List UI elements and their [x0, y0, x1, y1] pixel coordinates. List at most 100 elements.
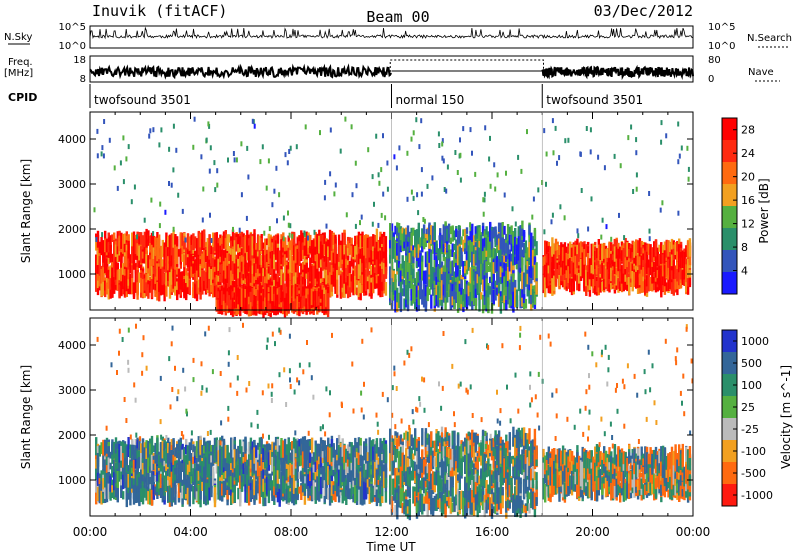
echo-cell — [194, 259, 197, 271]
echo-cell — [615, 259, 618, 274]
echo-cell — [510, 243, 513, 252]
echo-cell — [426, 276, 429, 287]
echo-cell — [458, 278, 461, 288]
echo-cell — [421, 236, 424, 247]
echo-cell — [551, 237, 554, 257]
echo-cell — [460, 279, 463, 296]
echo-cell — [298, 247, 301, 266]
echo-cell — [249, 263, 253, 283]
echo-cell — [177, 275, 181, 295]
echo-cell — [392, 282, 395, 295]
echo-cell — [149, 243, 152, 253]
echo-cell — [334, 243, 337, 264]
echo-cell — [354, 275, 357, 295]
echo-cell — [123, 284, 127, 297]
echo-cell — [524, 298, 528, 309]
echo-cell — [442, 271, 445, 279]
echo-cell — [301, 261, 305, 274]
echo-cell — [556, 250, 559, 257]
echo-cell — [152, 238, 155, 257]
nsky-label: N.Sky — [4, 32, 32, 43]
echo-cell — [467, 245, 470, 261]
nsky-trace — [89, 26, 694, 40]
echo-cell — [256, 277, 260, 285]
echo-cell — [206, 268, 209, 277]
echo-cell — [237, 244, 240, 253]
echo-cell — [334, 260, 337, 281]
echo-cell — [492, 282, 495, 290]
echo-cell — [435, 300, 438, 307]
echo-cell — [194, 236, 197, 249]
echo-cell — [585, 278, 588, 296]
echo-cell — [239, 236, 242, 248]
echo-cell — [355, 235, 359, 246]
echo-cell — [109, 278, 112, 290]
echo-cell — [147, 230, 150, 246]
echo-cell — [161, 259, 164, 272]
echo-cell — [414, 229, 417, 248]
echo-cell — [231, 257, 235, 277]
echo-cell — [204, 272, 208, 290]
echo-cell — [517, 226, 520, 234]
echo-cell — [594, 269, 597, 286]
echo-cell — [239, 293, 242, 307]
echo-cell — [310, 265, 314, 282]
echo-cell — [276, 294, 279, 310]
echo-cell — [242, 295, 245, 310]
station-title: Inuvik (fitACF) — [92, 2, 227, 20]
echo-cell — [506, 255, 510, 269]
echo-cell — [120, 232, 123, 249]
echo-cell — [147, 274, 150, 288]
echo-cell — [321, 290, 324, 301]
echo-cell — [179, 246, 182, 265]
echo-cell — [194, 250, 197, 258]
echo-cell — [190, 266, 193, 277]
echo-cell — [224, 238, 227, 251]
echo-cell — [244, 289, 247, 305]
echo-cell — [125, 279, 128, 292]
echo-cell — [251, 248, 254, 266]
echo-cell — [581, 258, 584, 273]
echo-cell — [255, 243, 258, 256]
echo-cell — [417, 290, 420, 306]
echo-cell — [269, 236, 272, 252]
echo-cell — [619, 273, 622, 282]
echo-cell — [176, 236, 179, 253]
echo-cell — [572, 268, 575, 283]
echo-cell — [217, 295, 220, 304]
echo-cell — [246, 240, 249, 253]
echo-cell — [499, 266, 503, 278]
echo-cell — [485, 274, 488, 291]
echo-cell — [592, 243, 595, 258]
echo-cell — [524, 275, 528, 287]
echo-cell — [415, 248, 419, 259]
echo-cell — [421, 243, 424, 252]
echo-cell — [508, 282, 511, 300]
echo-cell — [337, 234, 341, 251]
echo-cell — [260, 238, 263, 251]
echo-cell — [544, 264, 547, 283]
echo-cell — [533, 293, 537, 305]
echo-cell — [303, 286, 306, 299]
echo-cell — [366, 247, 370, 265]
echo-cell — [474, 242, 478, 249]
echo-cell — [260, 267, 263, 282]
echo-cell — [530, 265, 533, 279]
echo-cell — [440, 240, 444, 253]
echo-cell — [123, 248, 127, 264]
echo-cell — [510, 225, 513, 242]
echo-cell — [215, 232, 218, 244]
echo-cell — [199, 269, 202, 284]
echo-cell — [489, 276, 492, 283]
echo-cell — [544, 250, 547, 270]
echo-cell — [186, 275, 190, 287]
echo-cell — [305, 231, 308, 251]
echo-cell — [483, 252, 486, 272]
echo-cell — [156, 237, 159, 256]
echo-cell — [138, 272, 141, 283]
echo-cell — [341, 272, 344, 288]
echo-cell — [569, 264, 572, 272]
echo-cell — [485, 226, 488, 235]
echo-cell — [471, 245, 474, 265]
echo-cell — [519, 288, 522, 301]
